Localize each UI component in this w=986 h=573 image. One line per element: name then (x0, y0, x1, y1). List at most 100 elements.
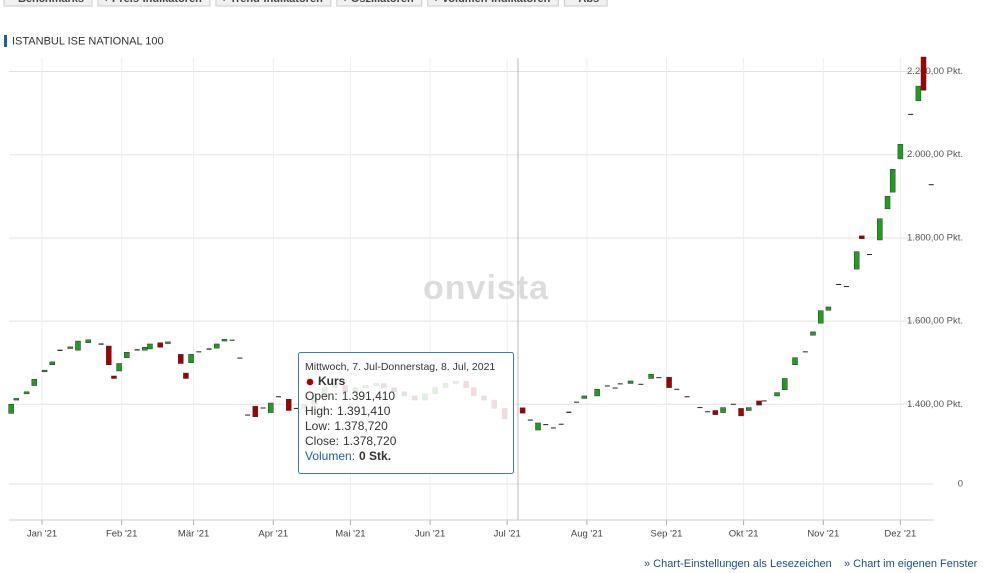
x-tick-label: Feb '21 (106, 529, 137, 540)
candle (183, 372, 189, 379)
y-tick-label: 1.400,00 Pkt. (907, 399, 963, 410)
toolbar-button[interactable]: Preis-Indikatoren+ (97, 0, 211, 7)
toolbar-label: Benchmarks (18, 0, 84, 5)
candle (817, 310, 824, 324)
candle (756, 400, 762, 406)
candle (124, 352, 130, 358)
candle (157, 342, 163, 348)
candle (897, 144, 904, 160)
candle (889, 169, 896, 193)
candle (519, 407, 526, 414)
candle (23, 391, 30, 395)
x-tick-label: Jan '21 (27, 529, 57, 540)
candle (712, 410, 719, 415)
x-tick-label: Mär '21 (178, 529, 209, 540)
tooltip-dot (306, 378, 314, 386)
button-bg (336, 0, 423, 7)
toolbar-button[interactable]: Benchmarks (3, 0, 93, 7)
candle (75, 340, 81, 351)
button-bg (3, 0, 93, 7)
candle (267, 402, 274, 413)
candle (535, 422, 541, 431)
candle (8, 404, 14, 414)
candle (730, 403, 736, 405)
candle (627, 380, 634, 384)
candle (206, 348, 212, 350)
candle (41, 369, 48, 373)
candle (594, 389, 600, 397)
y-tick-label: 1.600,00 Pkt. (907, 316, 963, 327)
candle (293, 407, 299, 409)
candle (684, 396, 690, 398)
button-bg (97, 0, 211, 7)
tooltip-series: Kurs (318, 374, 346, 388)
candle (57, 349, 63, 351)
candle (877, 218, 883, 241)
toolbar-label: Trend-Indikatoren (230, 0, 323, 5)
candle (884, 196, 891, 210)
toolbar-button[interactable]: Abs (563, 0, 608, 7)
y-tick-label: 1.800,00 Pkt. (907, 232, 963, 243)
title-marker (4, 35, 7, 47)
candle (165, 341, 171, 344)
candle (697, 407, 703, 409)
tooltip-label: Open: (305, 389, 338, 403)
candle (761, 400, 767, 402)
tooltip-label: Low: (305, 419, 330, 433)
watermark: onvista (423, 269, 549, 307)
candle (85, 339, 92, 343)
candle (853, 251, 860, 270)
toolbar-label: Volumen-Indikatoren (442, 0, 551, 5)
x-tick-label: Sep '21 (651, 529, 683, 540)
candle (214, 343, 220, 349)
candle (221, 339, 228, 342)
candle (106, 345, 112, 365)
candle (908, 113, 914, 115)
candle (666, 376, 672, 388)
candle (746, 407, 752, 411)
toolbar-button[interactable]: Oszillatoren+ (336, 0, 423, 7)
x-tick-label: Okt '21 (729, 529, 759, 540)
button-bg (215, 0, 332, 7)
candle (648, 374, 654, 379)
candle (566, 411, 572, 413)
toolbar: Benchmarks Preis-Indikatoren+ Trend-Indika… (3, 0, 608, 7)
tooltip-date: Mittwoch, 7. Jul-Donnerstag, 8. Jul, 202… (305, 361, 495, 373)
candle (674, 388, 680, 390)
link[interactable]: » Chart-Einstellungen als Lesezeichen (644, 558, 832, 570)
toolbar-button[interactable]: Trend-Indikatoren+ (215, 0, 332, 7)
toolbar-label: Abs (578, 0, 599, 5)
candle (252, 406, 259, 417)
candle (237, 357, 243, 359)
candle (920, 56, 927, 91)
candle (196, 351, 202, 353)
candle (792, 357, 798, 365)
candle (738, 408, 744, 417)
link[interactable]: » Chart im eigenen Fenster (844, 558, 978, 570)
x-tick-label: Apr '21 (258, 529, 288, 540)
candle (285, 399, 292, 411)
candle (915, 85, 922, 101)
candle (843, 286, 849, 288)
button-bg (427, 0, 559, 7)
candle (867, 254, 873, 256)
candle (550, 427, 556, 429)
tooltip-value: 1.391,410 (337, 404, 391, 418)
tooltip-box (298, 352, 514, 474)
toolbar-label: Preis-Indikatoren (112, 0, 202, 5)
candle (617, 383, 623, 385)
candle (558, 423, 564, 425)
x-tick-label: Dez '21 (884, 529, 916, 540)
candle (188, 354, 194, 363)
candle (111, 375, 117, 379)
candle (638, 383, 644, 385)
toolbar-button[interactable]: Volumen-Indikatoren+ (427, 0, 559, 7)
tooltip-volume-value: 0 Stk. (359, 449, 391, 463)
candle (275, 396, 281, 398)
candle (31, 379, 38, 386)
candle (178, 354, 184, 364)
candle (527, 419, 533, 421)
candle (802, 351, 808, 353)
